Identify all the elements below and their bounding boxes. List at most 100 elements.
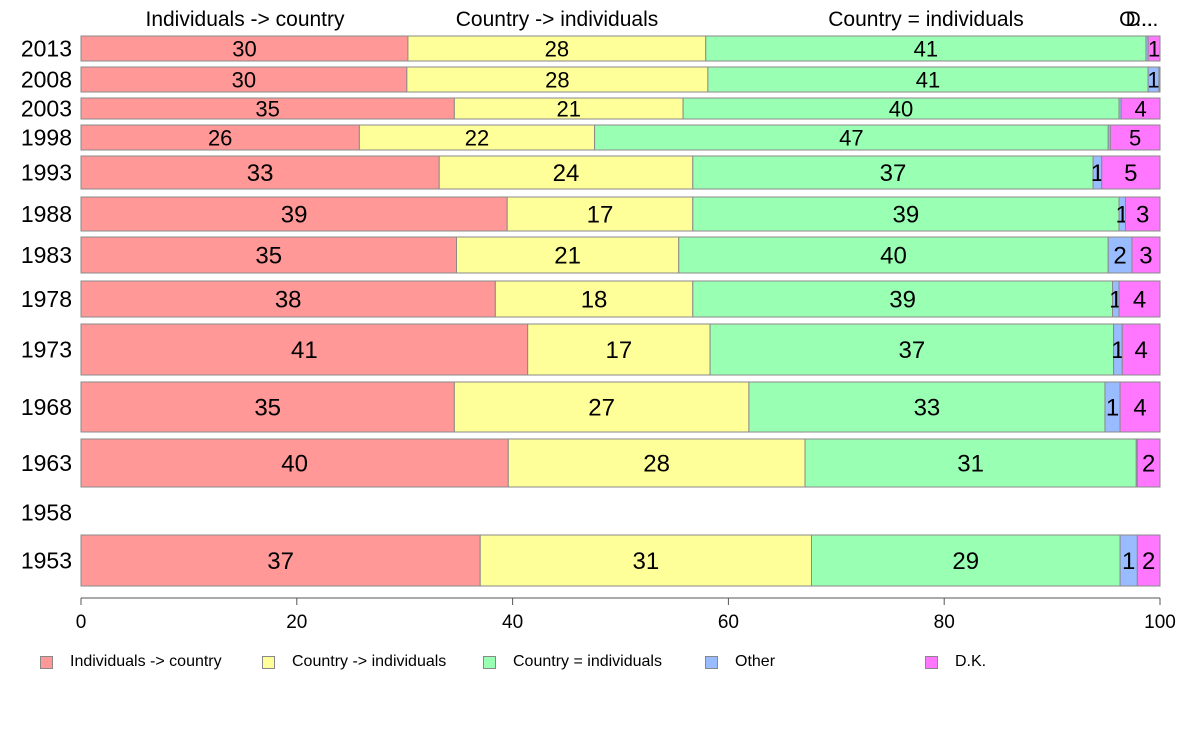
- legend-item: Other: [705, 650, 775, 674]
- year-label: 2003: [21, 96, 72, 122]
- bar-segment: [1120, 97, 1161, 120]
- x-tick-label: 0: [76, 612, 87, 633]
- data-label: 17: [587, 202, 614, 229]
- bar-segment: [406, 66, 709, 93]
- year-label: 2008: [21, 67, 72, 93]
- legend-item: Country = individuals: [483, 650, 662, 674]
- data-label: 1: [1111, 337, 1124, 364]
- bar-segment: [1118, 280, 1161, 318]
- bar-segment: [1124, 196, 1161, 232]
- x-tick-label: 20: [286, 612, 307, 633]
- data-label: 24: [553, 160, 580, 187]
- data-label: 30: [232, 36, 256, 61]
- data-label: 35: [255, 96, 279, 121]
- data-label: 21: [554, 243, 581, 270]
- bar-segment: [80, 196, 508, 232]
- stacked-bar-chart: Individuals -> country Country -> individ…: [21, 8, 1176, 633]
- data-label: 4: [1134, 96, 1146, 121]
- data-label: 1: [1122, 548, 1135, 575]
- year-label: 1973: [21, 337, 72, 363]
- x-tick-label: 100: [1144, 612, 1176, 633]
- data-label: 1: [1106, 395, 1119, 422]
- data-label: 47: [839, 125, 863, 150]
- year-label: 1993: [21, 160, 72, 186]
- bar-segment: [748, 381, 1106, 433]
- bar-segment: [1101, 155, 1161, 190]
- bar-segment: [692, 280, 1114, 318]
- bar-segment: [506, 196, 694, 232]
- bar-segment: [80, 534, 481, 587]
- legend-label: D.K.: [955, 653, 987, 670]
- bar-segment: [527, 323, 711, 376]
- bar-segment: [1136, 534, 1161, 587]
- data-label: 28: [545, 67, 569, 92]
- bars: 30 28 41 130 28 41 135 21 40 426 22 47 533 24 37 1 539 17…: [80, 35, 1161, 587]
- bar-segment: [1147, 35, 1161, 62]
- y-axis-labels: 2013 2008 2003 1998 1993 1988 1983 1978 1973 1968…: [21, 36, 72, 574]
- data-label: 18: [581, 287, 608, 314]
- x-tick-label: 40: [502, 612, 523, 633]
- data-label: 37: [898, 337, 925, 364]
- column-label: Country -> individuals: [456, 8, 659, 31]
- legend-swatch: [483, 655, 496, 669]
- bar-segment: [804, 438, 1137, 488]
- data-label: 40: [889, 96, 913, 121]
- bar-segment: [692, 155, 1094, 190]
- bar-segment: [455, 236, 680, 274]
- bar-segment: [1121, 323, 1161, 376]
- data-label: 22: [465, 125, 489, 150]
- legend-item: Individuals -> country: [40, 650, 222, 674]
- year-label: 1978: [21, 286, 72, 312]
- bar-segment: [407, 35, 707, 62]
- data-label: 41: [916, 67, 940, 92]
- column-label: D...: [1126, 8, 1159, 31]
- bar-segment: [80, 381, 455, 433]
- data-label: 40: [281, 451, 308, 478]
- data-label: 1: [1091, 160, 1104, 187]
- data-label: 29: [952, 548, 979, 575]
- year-label: 1963: [21, 450, 72, 476]
- data-label: 39: [889, 287, 916, 314]
- data-label: 1: [1147, 67, 1159, 92]
- bar-segment: [810, 534, 1121, 587]
- data-label: 2: [1142, 451, 1155, 478]
- bar-segment: [80, 124, 360, 151]
- bar-segment: [507, 438, 806, 488]
- year-label: 1988: [21, 201, 72, 227]
- bar-segment: [80, 323, 529, 376]
- data-label: 5: [1124, 160, 1137, 187]
- column-label: O...: [1119, 8, 1153, 31]
- legend-swatch: [705, 655, 718, 669]
- bar-segment: [1109, 124, 1161, 151]
- data-label: 28: [545, 36, 569, 61]
- data-label: 3: [1136, 202, 1149, 229]
- data-label: 3: [1139, 243, 1152, 270]
- data-label: 4: [1133, 395, 1146, 422]
- data-label: 26: [208, 125, 232, 150]
- data-label: 2: [1142, 548, 1155, 575]
- column-label: Country = individuals: [828, 8, 1024, 31]
- legend-item: D.K.: [925, 650, 986, 674]
- bar-segment: [678, 236, 1109, 274]
- bar-segment: [1136, 438, 1161, 488]
- bar-segment: [1119, 381, 1161, 433]
- legend-label: Country = individuals: [513, 653, 662, 670]
- year-label: 1983: [21, 242, 72, 268]
- data-label: 37: [880, 160, 907, 187]
- bar-segment: [438, 155, 694, 190]
- data-label: 2: [1113, 243, 1126, 270]
- data-label: 31: [633, 548, 660, 575]
- year-label: 1998: [21, 125, 72, 151]
- data-label: 31: [957, 451, 984, 478]
- data-label: 39: [893, 202, 920, 229]
- data-label: 41: [291, 337, 318, 364]
- data-label: 4: [1134, 337, 1147, 364]
- bar-segment: [80, 236, 457, 274]
- data-label: 39: [281, 202, 308, 229]
- bar-segment: [453, 381, 750, 433]
- year-label: 2013: [21, 36, 72, 62]
- data-label: 4: [1133, 287, 1146, 314]
- data-label: 33: [914, 395, 941, 422]
- x-axis: 0 20 40 60 80 100: [76, 597, 1176, 633]
- bar-segment: [594, 124, 1109, 151]
